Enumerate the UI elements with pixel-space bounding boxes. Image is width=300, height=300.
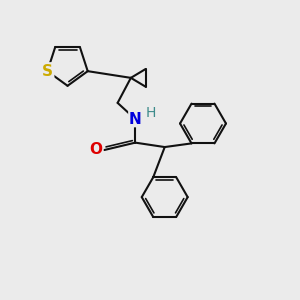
Text: S: S xyxy=(42,64,53,79)
Text: N: N xyxy=(129,112,142,127)
Text: H: H xyxy=(146,106,156,120)
Text: O: O xyxy=(90,142,103,158)
